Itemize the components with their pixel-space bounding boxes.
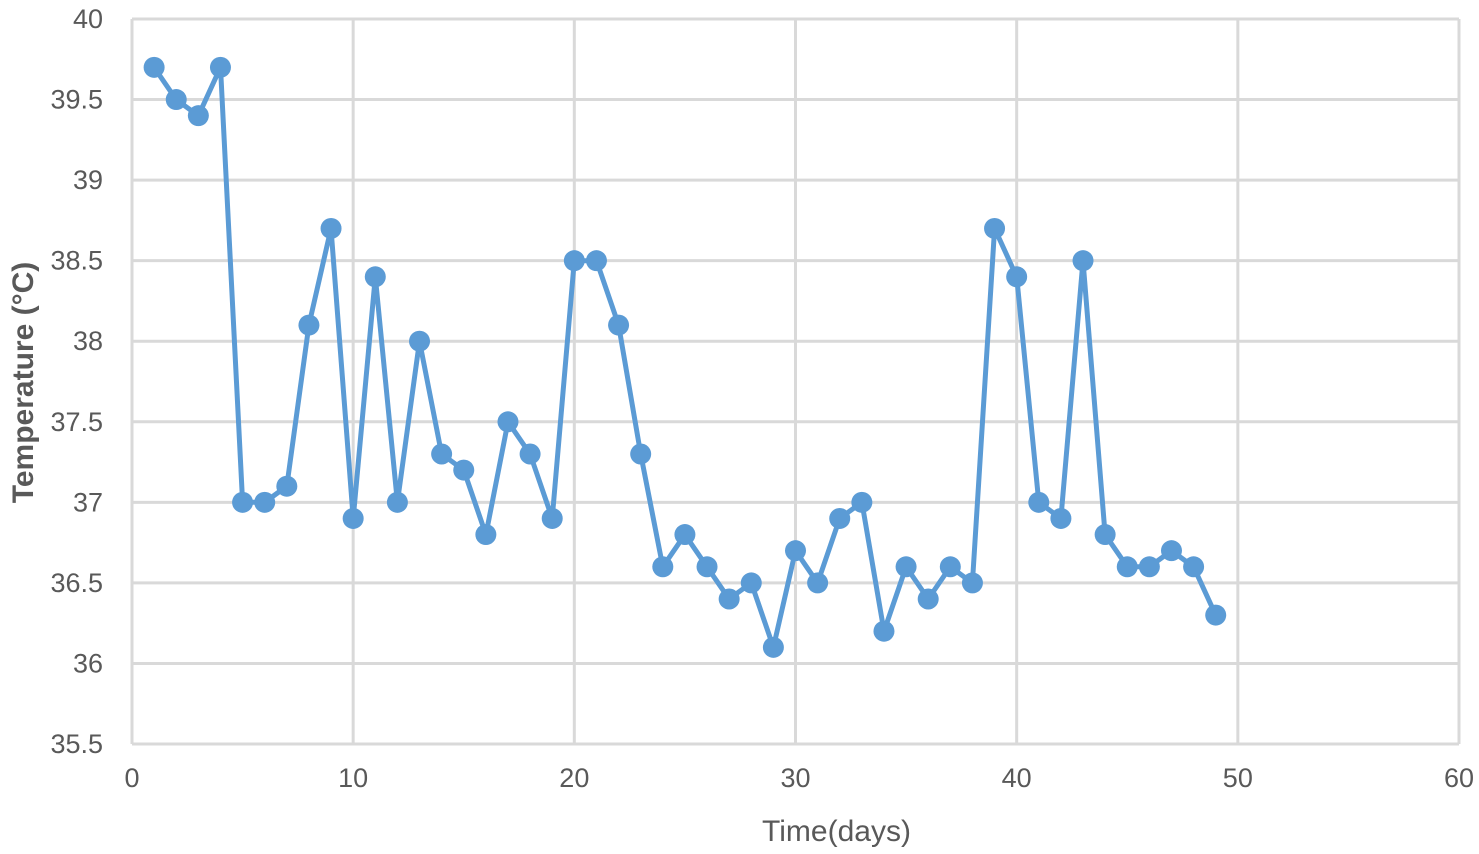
y-tick-label: 40 — [73, 4, 103, 34]
data-point — [807, 572, 829, 594]
data-point — [475, 524, 497, 546]
x-tick-label: 20 — [559, 763, 589, 793]
data-point — [320, 217, 342, 239]
data-point — [984, 217, 1006, 239]
data-point — [939, 556, 961, 578]
data-point — [453, 459, 475, 481]
y-tick-label: 35.5 — [50, 729, 103, 759]
data-point — [342, 507, 364, 529]
data-point — [608, 314, 630, 336]
data-point — [1072, 250, 1094, 272]
y-tick-label: 37 — [73, 487, 103, 517]
data-point — [1138, 556, 1160, 578]
data-point — [165, 89, 187, 111]
data-point — [630, 443, 652, 465]
data-point — [254, 491, 276, 513]
data-point — [674, 524, 696, 546]
data-point — [187, 105, 209, 127]
series-line — [152, 64, 1218, 650]
data-point — [541, 507, 563, 529]
data-point — [652, 556, 674, 578]
x-tick-label: 0 — [124, 763, 139, 793]
data-point — [364, 266, 386, 288]
data-point — [143, 56, 165, 78]
data-point — [961, 572, 983, 594]
data-point — [762, 636, 784, 658]
data-point — [1160, 540, 1182, 562]
data-point — [785, 540, 806, 562]
y-tick-label: 36 — [73, 648, 103, 678]
data-point — [829, 507, 851, 529]
data-point — [1183, 556, 1205, 578]
y-tick-label: 38.5 — [50, 246, 103, 276]
data-point — [298, 314, 320, 336]
data-point — [585, 250, 607, 272]
x-tick-label: 40 — [1002, 763, 1032, 793]
data-point — [873, 620, 895, 642]
data-point — [276, 475, 298, 497]
data-point — [1116, 556, 1138, 578]
data-point — [431, 443, 453, 465]
series-layer — [143, 56, 1227, 658]
x-tick-label: 30 — [780, 763, 810, 793]
data-point — [740, 572, 762, 594]
x-tick-label: 50 — [1223, 763, 1253, 793]
data-point — [1050, 507, 1072, 529]
grid-layer — [130, 17, 1461, 746]
data-point — [386, 491, 408, 513]
y-tick-label: 36.5 — [50, 568, 103, 598]
y-tick-label: 38 — [73, 326, 103, 356]
y-tick-label: 37.5 — [50, 407, 103, 437]
x-tick-label: 10 — [338, 763, 368, 793]
data-point — [563, 250, 585, 272]
data-point — [1006, 266, 1028, 288]
data-point — [895, 556, 917, 578]
data-point — [497, 411, 519, 433]
data-point — [209, 56, 231, 78]
tick-label-layer: 0 10 20 30 40 50 60 35.5 36 36.5 37 37.5 38 38.5 39 39.… — [50, 4, 1474, 793]
data-point — [232, 491, 254, 513]
data-point — [718, 588, 740, 610]
data-point — [519, 443, 541, 465]
data-point — [851, 491, 873, 513]
y-tick-label: 39.5 — [50, 85, 103, 115]
data-point — [1205, 604, 1227, 626]
x-axis-title: Time(days) — [762, 815, 911, 848]
x-tick-label: 60 — [1444, 763, 1474, 793]
data-point — [696, 556, 718, 578]
data-point — [409, 330, 431, 352]
data-point — [917, 588, 939, 610]
y-tick-label: 39 — [73, 165, 103, 195]
data-point — [1094, 524, 1116, 546]
y-axis-title: Temperature (°C) — [7, 262, 40, 503]
data-point — [1028, 491, 1050, 513]
